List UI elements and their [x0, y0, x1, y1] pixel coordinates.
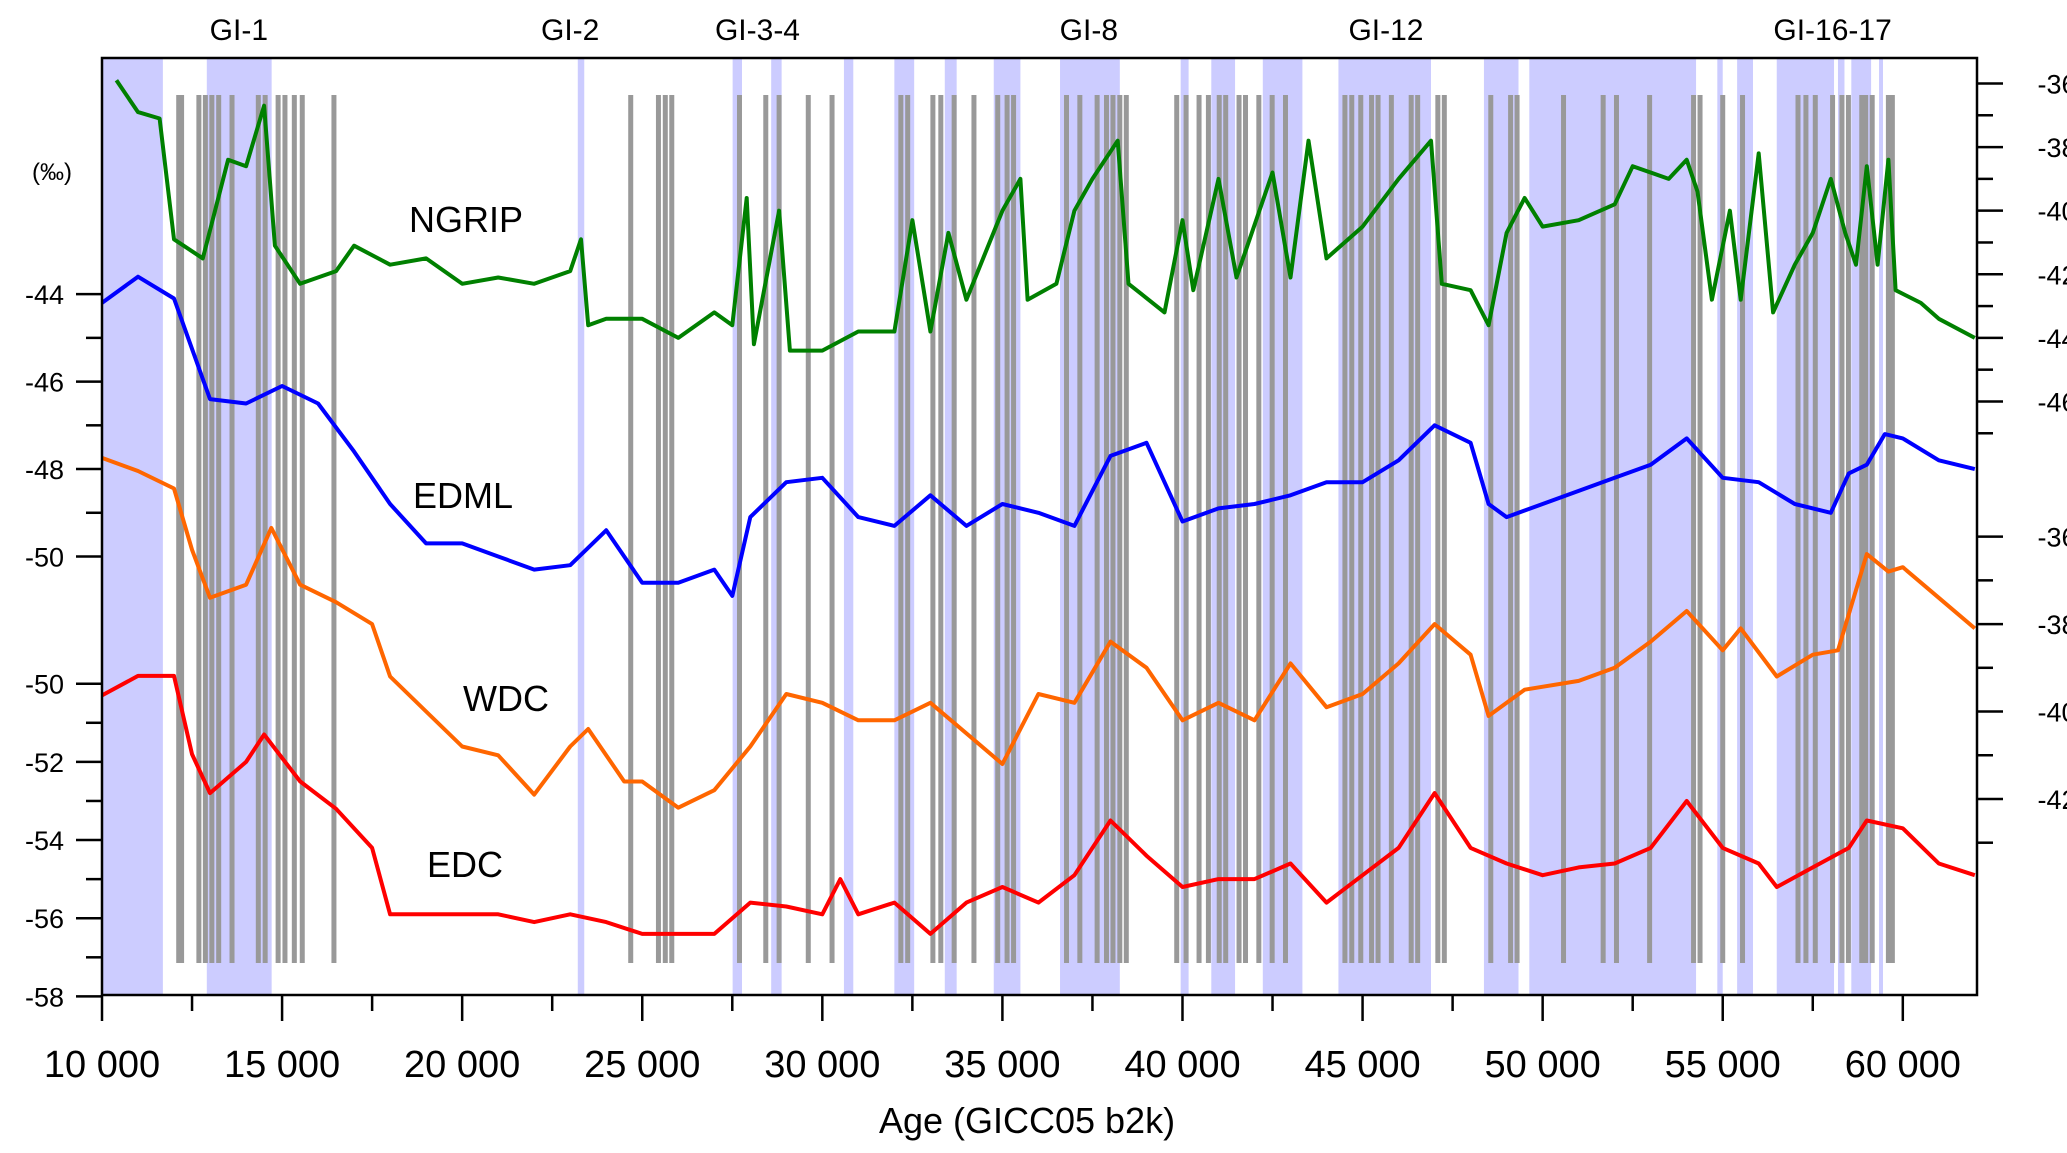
series-line-edml — [100, 274, 1976, 598]
interstadial-band — [102, 59, 163, 994]
y-tick-label: -38 — [2037, 610, 2067, 640]
y-tick-label: -36 — [2037, 523, 2067, 553]
series-label-edml: EDML — [413, 475, 513, 516]
y-tick-label: -46 — [2037, 387, 2067, 417]
interstadial-label: GI-2 — [541, 14, 599, 47]
interstadial-band — [771, 59, 782, 994]
y-tick-label: -56 — [25, 904, 64, 934]
y-tick-label: -42 — [2037, 785, 2067, 815]
y-tick-label: -58 — [25, 982, 64, 1012]
x-axis-title: Age (GICC05 b2k) — [879, 1100, 1175, 1141]
x-tick-label: 25 000 — [584, 1044, 700, 1086]
y-tick-label: -36 — [2037, 69, 2067, 99]
y-tick-label: -46 — [25, 368, 64, 398]
y-tick-label: -44 — [2037, 324, 2067, 354]
x-tick-label: 35 000 — [944, 1044, 1060, 1086]
interstadial-band — [1262, 59, 1303, 994]
x-tick-label: 10 000 — [44, 1044, 160, 1086]
interstadial-band — [577, 59, 585, 994]
interstadial-band — [1717, 59, 1723, 994]
interstadial-band — [1060, 59, 1120, 994]
x-tick-label: 50 000 — [1485, 1044, 1601, 1086]
x-tick-label: 15 000 — [224, 1044, 340, 1086]
y-tick-label: -44 — [25, 280, 64, 310]
interstadial-label: GI-1 — [210, 14, 268, 47]
interstadial-label: GI-12 — [1348, 14, 1423, 47]
axes-layer: 10 000 15 000 20 000 25 000 30 000 35 000 40 0… — [25, 14, 2067, 1086]
interstadial-label: GI-16-17 — [1773, 14, 1891, 47]
interstadial-band — [894, 59, 915, 994]
x-tick-label: 45 000 — [1304, 1044, 1420, 1086]
interstadial-label: GI-8 — [1060, 14, 1118, 47]
x-tick-label: 20 000 — [404, 1044, 520, 1086]
interstadial-label: GI-3-4 — [715, 14, 800, 47]
y-tick-label: -38 — [2037, 133, 2067, 163]
y-tick-label: -40 — [2037, 197, 2067, 227]
x-tick-label: 40 000 — [1124, 1044, 1240, 1086]
unit-label: (‰) — [32, 159, 72, 186]
y-tick-label: -50 — [25, 543, 64, 573]
series-line-edc — [101, 673, 1976, 936]
y-tick-label: -54 — [25, 826, 64, 856]
y-tick-label: -40 — [2037, 698, 2067, 728]
x-tick-label: 55 000 — [1665, 1044, 1781, 1086]
series-label-ngrip: NGRIP — [409, 199, 523, 240]
interstadial-band — [944, 59, 957, 994]
y-tick-label: -52 — [25, 748, 64, 778]
y-tick-label: -50 — [25, 670, 64, 700]
x-tick-label: 30 000 — [764, 1044, 880, 1086]
interstadial-band — [843, 59, 854, 994]
series-line-ngrip — [114, 79, 1976, 353]
plot-frame — [100, 56, 1979, 997]
series-lines-layer — [100, 79, 1977, 936]
y-tick-label: -48 — [25, 455, 64, 485]
x-tick-label: 60 000 — [1845, 1044, 1961, 1086]
series-line-wdc — [101, 456, 1977, 810]
interstadial-band — [1529, 59, 1697, 994]
interstadial-band — [1879, 59, 1883, 994]
series-label-wdc: WDC — [463, 678, 549, 719]
y-tick-label: -42 — [2037, 260, 2067, 290]
series-label-edc: EDC — [427, 844, 503, 885]
